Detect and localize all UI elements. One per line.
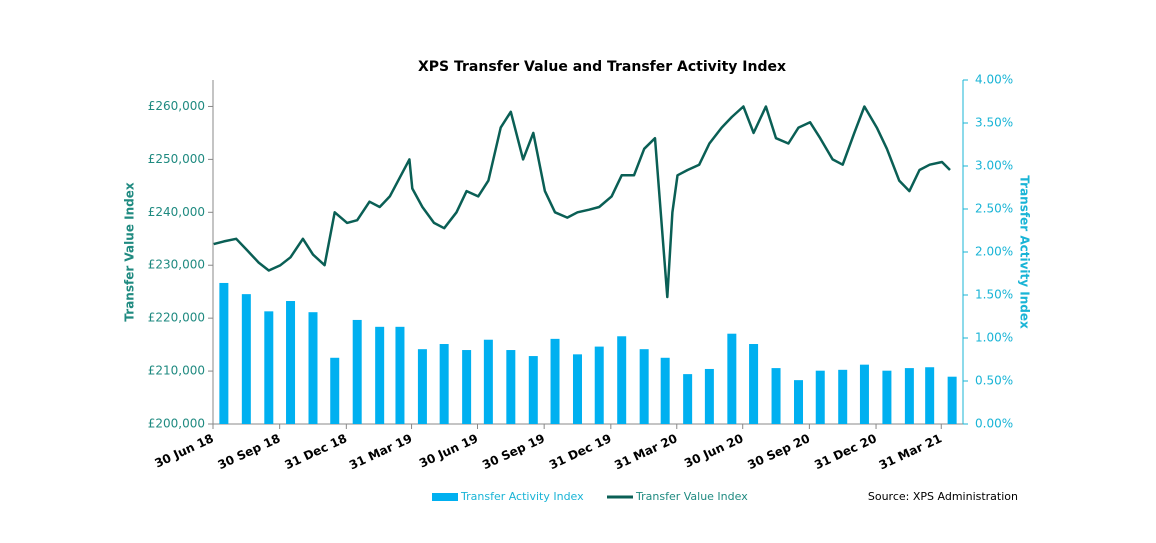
x-tick-label: 31 Dec 20 xyxy=(812,431,879,472)
bar xyxy=(572,354,582,424)
bar xyxy=(904,368,914,424)
y-tick-label: £260,000 xyxy=(148,99,205,113)
y-tick-label: £220,000 xyxy=(148,311,205,325)
x-tick-label: 30 Sep 19 xyxy=(480,431,547,472)
y2-tick-label: 4.00% xyxy=(975,73,1013,87)
chart-title: XPS Transfer Value and Transfer Activity… xyxy=(418,59,786,75)
x-tick-label: 30 Sep 20 xyxy=(745,431,812,472)
x-tick-label: 30 Jun 20 xyxy=(682,431,745,470)
bar xyxy=(506,350,516,424)
bar xyxy=(241,294,251,424)
y2-tick-label: 3.00% xyxy=(975,159,1013,173)
bar xyxy=(550,338,560,424)
x-tick-label: 30 Sep 18 xyxy=(216,431,283,472)
bar xyxy=(660,357,670,424)
y-tick-label: £240,000 xyxy=(148,205,205,219)
y2-tick-label: 3.50% xyxy=(975,116,1013,130)
bar xyxy=(838,369,848,424)
bar xyxy=(219,282,229,424)
legend-label: Transfer Activity Index xyxy=(460,490,584,503)
bar xyxy=(483,339,493,424)
bar xyxy=(286,301,296,424)
source-note: Source: XPS Administration xyxy=(868,490,1018,503)
y-tick-label: £200,000 xyxy=(148,417,205,431)
legend-swatch xyxy=(432,493,458,501)
y2-tick-label: 0.50% xyxy=(975,374,1013,388)
bar xyxy=(794,380,804,424)
bar xyxy=(594,346,604,424)
bar xyxy=(947,376,957,424)
y-tick-label: £210,000 xyxy=(148,364,205,378)
bar xyxy=(815,370,825,424)
bar xyxy=(727,333,737,424)
bar xyxy=(859,364,869,424)
y2-tick-label: 2.50% xyxy=(975,202,1013,216)
line xyxy=(213,105,951,299)
bar xyxy=(308,312,318,424)
x-tick-label: 31 Mar 21 xyxy=(877,431,944,472)
y2-tick-label: 2.00% xyxy=(975,245,1013,259)
x-tick-label: 31 Dec 18 xyxy=(282,431,349,472)
bar xyxy=(375,326,385,424)
bar xyxy=(882,370,892,424)
x-tick-label: 31 Mar 19 xyxy=(347,431,414,472)
y2-tick-label: 0.00% xyxy=(975,417,1013,431)
bar xyxy=(617,336,627,424)
bar xyxy=(639,349,649,424)
bar xyxy=(264,311,274,424)
bar xyxy=(925,367,935,424)
bar xyxy=(528,356,538,424)
bar xyxy=(439,344,449,424)
y-tick-label: £230,000 xyxy=(148,258,205,272)
bar xyxy=(417,349,427,424)
y2-tick-label: 1.50% xyxy=(975,288,1013,302)
y2-axis-label: Transfer Activity Index xyxy=(1018,175,1032,329)
x-tick-label: 30 Jun 19 xyxy=(417,431,480,470)
bar xyxy=(749,344,759,424)
bar xyxy=(462,350,472,424)
y-tick-label: £250,000 xyxy=(148,152,205,166)
bar xyxy=(330,357,340,424)
y2-tick-label: 1.00% xyxy=(975,331,1013,345)
y-axis-label: Transfer Value Index xyxy=(123,182,137,321)
x-tick-label: 31 Mar 20 xyxy=(612,431,679,472)
bar xyxy=(683,374,693,424)
x-tick-label: 31 Dec 19 xyxy=(547,431,614,472)
bar xyxy=(395,326,405,424)
legend-label: Transfer Value Index xyxy=(635,490,748,503)
bar xyxy=(771,368,781,424)
x-tick-label: 30 Jun 18 xyxy=(152,431,215,470)
bar xyxy=(704,368,714,424)
bar xyxy=(352,319,362,424)
